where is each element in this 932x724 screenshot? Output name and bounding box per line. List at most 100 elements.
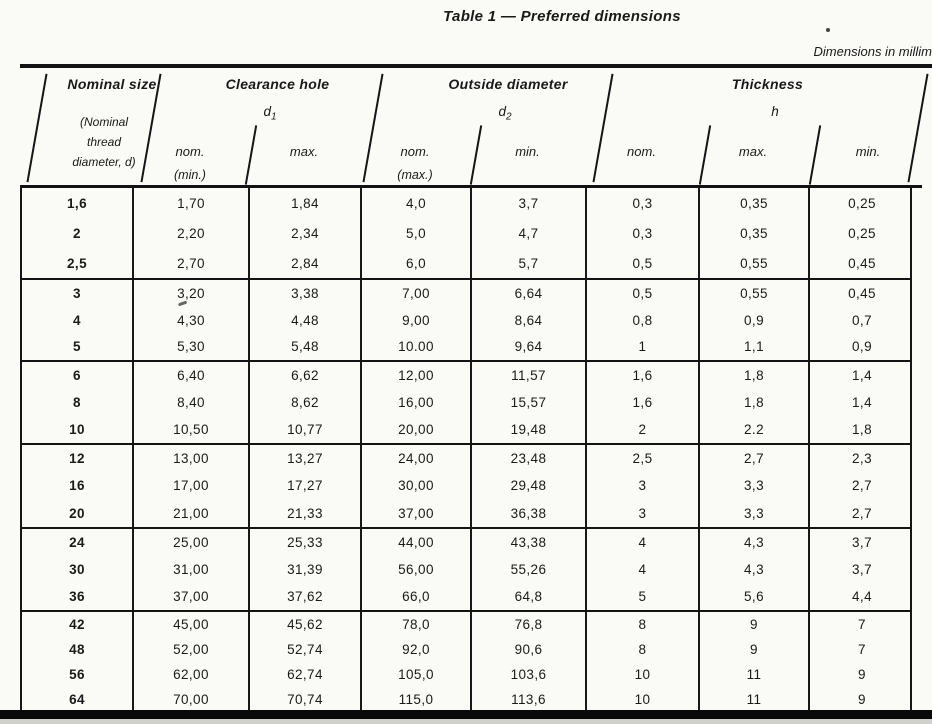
scanner-edge-strip [0, 719, 932, 724]
table-cell-clearance_nom: 21,00 [134, 499, 250, 527]
table-cell-clearance_max: 5,48 [250, 333, 362, 361]
table-cell-clearance_max: 25,33 [250, 529, 362, 556]
table-cell-thickness_min: 3,7 [852, 535, 872, 550]
table-cell-nominal_size: 8 [22, 389, 134, 416]
table-cell-thickness_max: 2.2 [700, 416, 810, 443]
table-cell-thickness_max: 9 [700, 612, 810, 637]
table-cell-thickness_min: 2,7 [852, 505, 872, 521]
col-header-nominal-size: Nominal size [67, 76, 157, 92]
table-cell-clearance_max: 2,34 [250, 218, 362, 248]
table-cell-thickness_max: 11 [700, 662, 810, 687]
table-cell-outside_nom: 5,0 [362, 218, 472, 248]
table-cell-clearance_max: 6,62 [250, 362, 362, 389]
table-cell-nominal_size: 20 [22, 499, 134, 527]
table-row: 6 6,40 6,62 12,00 11,57 1,6 1,8 1,4 [22, 362, 910, 389]
table-cell-thickness_max: 9 [700, 637, 810, 662]
table-cell-clearance_nom: 3,20 [134, 280, 250, 307]
table-cell-nominal_size: 10 [22, 416, 134, 443]
table-cell-outside_min: 113,6 [472, 687, 587, 712]
table-cell-thickness_min: 3,7 [852, 562, 872, 577]
table-cell-clearance_nom: 70,00 [134, 687, 250, 712]
table-cell-clearance_max: 31,39 [250, 556, 362, 583]
table-cell-nominal_size: 4 [22, 306, 134, 334]
table-cell-thickness_nom: 4 [587, 556, 700, 583]
table-cell-outside_min: 43,38 [472, 529, 587, 556]
table-cell-outside_min: 76,8 [472, 612, 587, 637]
table-cell-thickness_max: 3,3 [700, 499, 810, 527]
table-cell-outside_nom: 30,00 [362, 472, 472, 500]
table-cell-nominal_size: 1,6 [22, 188, 134, 218]
table-cell-clearance_nom: 1,70 [134, 188, 250, 218]
table-row: 24 25,00 25,33 44,00 43,38 4 4,3 3,7 [22, 529, 910, 556]
table-cell-outside_nom: 37,00 [362, 499, 472, 527]
table-cell-nominal_size: 64 [22, 687, 134, 712]
col-header-thickness: Thickness [731, 76, 804, 92]
table-cell-thickness_nom: 0,8 [587, 306, 700, 334]
thickness-symbol: h [771, 104, 779, 119]
table-cell-clearance_nom: 13,00 [134, 445, 250, 473]
table-cell-outside_min: 103,6 [472, 662, 587, 687]
table-cell-clearance_nom: 10,50 [134, 416, 250, 443]
table-cell-outside_nom: 4,0 [362, 188, 472, 218]
table-cell-thickness_min: 0,45 [848, 255, 876, 271]
table-group: 12 13,00 13,27 24,00 23,48 2,5 2,7 2,3 16 17,00 17… [22, 443, 910, 527]
table-cell-nominal_size: 48 [22, 637, 134, 662]
table-cell-clearance_max: 4,48 [250, 306, 362, 334]
clearance-symbol: d1 [263, 104, 277, 123]
table-cell-thickness_max: 5,6 [700, 583, 810, 610]
table-cell-nominal_size: 24 [22, 529, 134, 556]
col-header-outside-nom-sub: (max.) [397, 168, 433, 182]
table-cell-thickness_max: 11 [700, 687, 810, 712]
table-row: 20 21,00 21,33 37,00 36,38 3 3,3 2,7 [22, 499, 910, 527]
table-cell-thickness_nom: 8 [587, 637, 700, 662]
table-cell-thickness_nom: 10 [587, 662, 700, 687]
table-cell-outside_min: 11,57 [472, 362, 587, 389]
table-cell-thickness_max: 4,3 [700, 556, 810, 583]
table-cell-outside_min: 55,26 [472, 556, 587, 583]
table-cell-thickness_min: 0,7 [852, 312, 872, 328]
table-cell-outside_min: 90,6 [472, 637, 587, 662]
nominal-subtitle-line2: thread [86, 135, 122, 149]
nominal-subtitle-line1: (Nominal [79, 115, 128, 129]
table-cell-thickness_min: 7 [858, 642, 866, 657]
table-cell-thickness_max: 0,35 [700, 188, 810, 218]
outside-symbol: d2 [498, 104, 512, 123]
table-group: 24 25,00 25,33 44,00 43,38 4 4,3 3,7 30 31,00 31,3… [22, 527, 910, 610]
table-cell-outside_nom: 9,00 [362, 306, 472, 334]
table-cell-thickness_nom: 5 [587, 583, 700, 610]
table-cell-outside_nom: 24,00 [362, 445, 472, 473]
table-cell-thickness_min: 0,25 [848, 225, 876, 241]
table-cell-clearance_max: 2,84 [250, 248, 362, 278]
table-cell-clearance_nom: 2,20 [134, 218, 250, 248]
table-row: 36 37,00 37,62 66,0 64,8 5 5,6 4,4 [22, 583, 910, 610]
table-cell-nominal_size: 2,5 [22, 248, 134, 278]
table-cell-outside_min: 29,48 [472, 472, 587, 500]
table-cell-clearance_nom: 52,00 [134, 637, 250, 662]
table-cell-thickness_min: 9 [858, 667, 866, 682]
table-cell-thickness_nom: 0,5 [587, 248, 700, 278]
table-cell-thickness_nom: 10 [587, 687, 700, 712]
table-cell-clearance_max: 1,84 [250, 188, 362, 218]
table-cell-outside_nom: 7,00 [362, 280, 472, 307]
table-title: Table 1 — Preferred dimensions [443, 8, 681, 25]
table-cell-outside_min: 8,64 [472, 306, 587, 334]
col-header-outside-min: min. [515, 144, 540, 159]
table-cell-clearance_max: 45,62 [250, 612, 362, 637]
table-cell-nominal_size: 56 [22, 662, 134, 687]
table-cell-clearance_max: 70,74 [250, 687, 362, 712]
table-cell-thickness_max: 0,9 [700, 306, 810, 334]
table-cell-thickness_max: 1,8 [700, 362, 810, 389]
col-header-outside-nom: nom. [400, 144, 430, 159]
table-cell-outside_min: 9,64 [472, 333, 587, 361]
table-cell-clearance_nom: 25,00 [134, 529, 250, 556]
table-cell-nominal_size: 42 [22, 612, 134, 637]
table-row: 1,6 1,70 1,84 4,0 3,7 0,3 0,35 0,25 [22, 188, 910, 218]
table-cell-thickness_nom: 3 [587, 472, 700, 500]
table-cell-outside_nom: 78,0 [362, 612, 472, 637]
table-cell-nominal_size: 30 [22, 556, 134, 583]
table-cell-nominal_size: 5 [22, 333, 134, 361]
col-header-clearance-hole: Clearance hole [225, 76, 330, 92]
table-cell-clearance_max: 8,62 [250, 389, 362, 416]
table-cell-thickness_max: 2,7 [700, 445, 810, 473]
